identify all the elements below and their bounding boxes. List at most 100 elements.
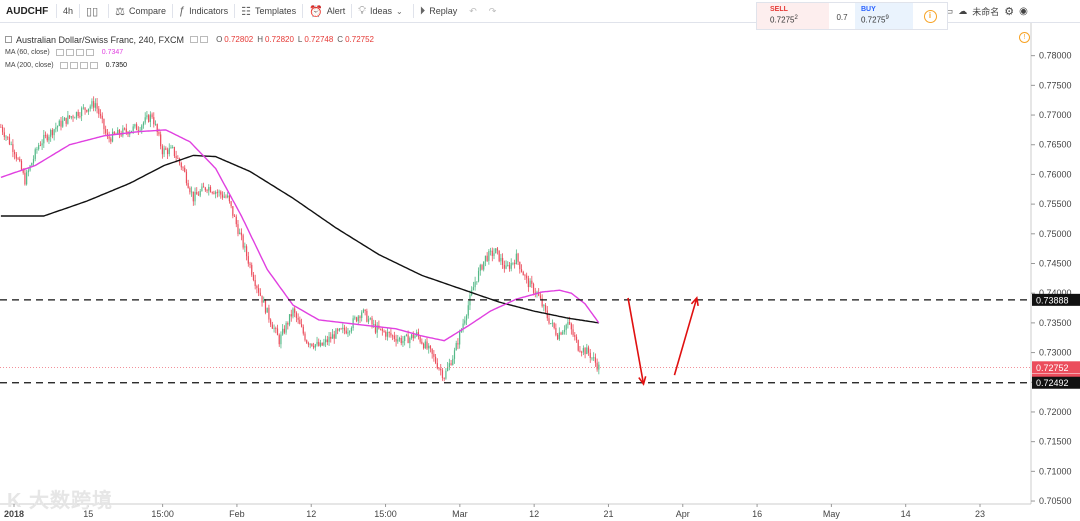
cloud-icon[interactable]: ☁ — [958, 6, 968, 16]
alert-button[interactable]: ⏰ Alert — [303, 0, 351, 23]
warning-icon[interactable]: ! — [1019, 32, 1030, 43]
candle-body — [503, 264, 505, 269]
collapse-legend-icon[interactable] — [5, 36, 12, 43]
replay-button[interactable]: ⏵ Replay — [414, 0, 464, 23]
undo-button[interactable]: ↶ — [463, 0, 483, 23]
candle-body — [197, 194, 200, 196]
y-tick-label: 0.77500 — [1039, 80, 1072, 90]
candle-body — [345, 330, 347, 334]
candle-body — [443, 378, 445, 379]
redo-button[interactable]: ↷ — [483, 0, 503, 23]
candle-body — [453, 350, 456, 359]
fullscreen-icon[interactable]: ▭ — [944, 6, 954, 16]
candle-body — [264, 300, 267, 313]
candle-body — [156, 124, 158, 133]
candle-body — [204, 187, 206, 191]
chart-name[interactable]: 未命名 — [972, 7, 1000, 17]
candle-body — [173, 146, 176, 157]
compare-icon: ⚖ — [115, 5, 125, 18]
trade-info-button[interactable]: i — [913, 3, 947, 29]
redo-icon: ↷ — [488, 5, 497, 16]
sell-price-pip: 2 — [794, 15, 798, 21]
x-tick-label: 15 — [83, 509, 93, 519]
candle-body — [292, 308, 294, 317]
candle-body — [270, 319, 272, 325]
candle-body — [297, 317, 299, 320]
ma200-controls[interactable] — [59, 62, 100, 69]
candle-body — [405, 334, 407, 336]
candle-body — [512, 262, 514, 264]
settings-gear-icon[interactable]: ⚙ — [1004, 6, 1015, 18]
candle-body — [258, 288, 260, 293]
candle-body — [230, 201, 232, 207]
candle-body — [479, 265, 481, 271]
buy-button[interactable]: BUY 0.72759 — [855, 3, 913, 29]
candle-body — [24, 172, 26, 185]
indicators-button[interactable]: ƒ Indicators — [173, 0, 234, 23]
candle-body — [161, 146, 163, 155]
candle-body — [154, 124, 157, 125]
open-label: O — [216, 35, 223, 44]
candle-body — [77, 112, 79, 117]
candle-body — [117, 129, 119, 135]
symbol-search[interactable]: AUDCHF — [6, 5, 49, 17]
candle-body — [314, 344, 316, 348]
y-tick-label: 0.78000 — [1039, 51, 1072, 61]
candle-body — [282, 328, 284, 335]
candle-body — [144, 117, 146, 123]
candle-body — [70, 116, 72, 118]
low-label: L — [297, 35, 303, 44]
candles-icon: ▯▯ — [86, 5, 99, 18]
candle-body — [27, 170, 29, 173]
templates-button[interactable]: ☷ Templates — [235, 0, 302, 23]
candle-body — [496, 248, 499, 251]
series-controls[interactable] — [190, 36, 210, 43]
candle-body — [357, 316, 359, 322]
x-tick-label: Mar — [452, 509, 468, 519]
candle-body — [53, 129, 55, 136]
camera-icon[interactable]: ◉ — [1019, 6, 1028, 17]
candle-body — [39, 145, 41, 147]
candle-body — [398, 338, 401, 340]
candle-body — [514, 262, 516, 265]
candle-body — [5, 136, 7, 138]
candle-body — [340, 328, 342, 330]
x-tick-label: 16 — [752, 509, 762, 519]
interval-button[interactable]: 4h — [63, 6, 74, 16]
candle-body — [335, 329, 337, 339]
moving-averages-layer — [0, 129, 600, 342]
candle-body — [330, 336, 332, 339]
ma60-value: 0.7347 — [101, 49, 124, 56]
sell-button[interactable]: SELL 0.72752 — [757, 3, 829, 29]
candle-body — [455, 343, 457, 351]
candle-body — [333, 334, 335, 339]
candle-body — [113, 131, 115, 135]
candle-body — [366, 310, 368, 322]
candle-body — [185, 171, 188, 184]
ma60-controls[interactable] — [55, 49, 96, 56]
candle-body — [266, 307, 268, 313]
candle-body — [367, 319, 370, 322]
toolbar-divider — [79, 4, 81, 18]
chart-style-button[interactable]: ▯▯ — [80, 0, 108, 23]
candle-body — [68, 115, 71, 118]
indicators-label: Indicators — [189, 6, 229, 16]
candle-body — [447, 367, 449, 371]
replay-label: Replay — [429, 6, 458, 16]
candle-body — [464, 320, 466, 324]
compare-button[interactable]: ⚖ Compare — [109, 0, 172, 23]
candle-body — [48, 136, 50, 141]
candle-body — [342, 327, 344, 329]
x-tick-label: 21 — [603, 509, 613, 519]
y-tick-label: 0.71000 — [1039, 466, 1072, 476]
candle-body — [493, 253, 495, 256]
x-tick-label: May — [823, 509, 841, 519]
candle-body — [326, 339, 328, 343]
ideas-button[interactable]: 💡︎ Ideas ⌄ — [352, 0, 412, 23]
candle-body — [409, 338, 411, 344]
x-tick-label: 12 — [306, 509, 316, 519]
candle-body — [402, 340, 404, 344]
candle-body — [233, 215, 236, 217]
candle-body — [252, 274, 255, 281]
